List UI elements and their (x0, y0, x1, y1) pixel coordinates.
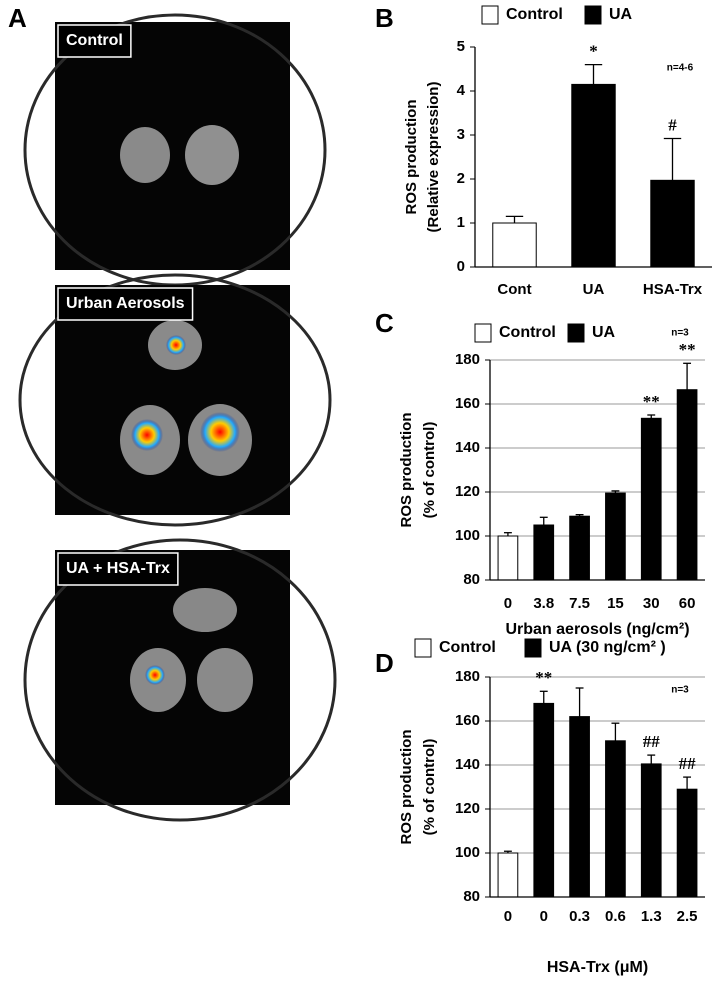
y-axis-label: ROS production (398, 413, 415, 528)
y-tick-label: 140 (455, 756, 480, 773)
significance: ** (643, 392, 660, 411)
bar (569, 716, 590, 898)
bar (640, 763, 662, 898)
legend-label: UA (30 ng/cm² ) (549, 639, 666, 656)
significance: # (668, 115, 677, 134)
significance: ** (535, 668, 552, 687)
bar (640, 417, 662, 581)
x-tick-label: 60 (679, 595, 696, 612)
sample-note: n=3 (671, 685, 689, 696)
y-tick-label: 80 (463, 888, 480, 905)
panel-letter: C (375, 308, 394, 338)
image-label-box (57, 552, 179, 586)
y-tick-label: 120 (455, 483, 480, 500)
image-label: Control (66, 32, 123, 49)
y-tick-label: 3 (457, 126, 465, 143)
significance: ## (643, 732, 661, 751)
bar (605, 740, 626, 898)
legend-swatch (567, 323, 585, 343)
image-control (23, 13, 327, 287)
x-axis-label: HSA-Trx (μM) (547, 959, 648, 976)
bar (571, 83, 616, 268)
y-tick-label: 160 (455, 712, 480, 729)
image-label: UA + HSA-Trx (66, 560, 170, 577)
legend-swatch (474, 323, 492, 343)
y-tick-label: 4 (457, 82, 466, 99)
bar (533, 702, 555, 898)
panel-letter: D (375, 648, 394, 678)
y-axis-label: (% of control) (421, 739, 438, 836)
bar (569, 515, 590, 581)
y-tick-label: 2 (457, 170, 465, 187)
y-tick-label: 5 (457, 38, 465, 55)
legend-label: Control (499, 324, 556, 341)
x-tick-label: 30 (643, 595, 660, 612)
y-tick-label: 160 (455, 395, 480, 412)
x-tick-label: 0.3 (569, 908, 590, 925)
x-tick-label: 2.5 (677, 908, 698, 925)
significance: ## (679, 754, 697, 773)
legend-label: Control (439, 639, 496, 656)
y-tick-label: 0 (457, 258, 465, 275)
x-tick-label: 1.3 (641, 908, 662, 925)
image-label-box (57, 24, 132, 58)
y-tick-label: 140 (455, 439, 480, 456)
image-ua-hsa-trx (23, 538, 337, 822)
legend-label: UA (609, 6, 633, 23)
x-tick-label: 3.8 (533, 595, 554, 612)
x-tick-label: 0 (504, 595, 512, 612)
x-tick-label: HSA-Trx (643, 281, 703, 298)
legend-swatch (584, 5, 602, 25)
image-label-box (57, 287, 194, 321)
sample-note: n=3 (671, 328, 689, 339)
x-tick-label: 7.5 (569, 595, 590, 612)
legend-swatch (481, 5, 499, 25)
sample-note: n=4-6 (667, 63, 694, 74)
x-tick-label: 15 (607, 595, 624, 612)
significance: * (589, 42, 598, 61)
y-tick-label: 100 (455, 527, 480, 544)
bar (676, 788, 698, 898)
bar (605, 492, 626, 581)
y-axis-label: ROS production (403, 100, 420, 215)
bar (533, 524, 555, 581)
x-tick-label: 0 (504, 908, 512, 925)
x-tick-label: Cont (497, 281, 531, 298)
bar (650, 179, 695, 268)
bar (497, 852, 519, 898)
y-tick-label: 100 (455, 844, 480, 861)
y-tick-label: 120 (455, 800, 480, 817)
y-axis-label: (Relative expression) (425, 82, 442, 233)
y-axis-label: (% of control) (421, 422, 438, 519)
bar (497, 535, 519, 581)
legend-label: UA (592, 324, 616, 341)
y-axis-label: ROS production (398, 730, 415, 845)
panel-letter: A (8, 3, 27, 33)
legend-label: Control (506, 6, 563, 23)
x-axis-label: Urban aerosols (ng/cm²) (505, 621, 689, 638)
bar (676, 389, 698, 581)
x-tick-label: UA (583, 281, 605, 298)
x-tick-label: 0 (540, 908, 548, 925)
image-urban-aerosols (18, 273, 332, 527)
bar (492, 222, 537, 268)
y-tick-label: 80 (463, 571, 480, 588)
image-label: Urban Aerosols (66, 295, 185, 312)
significance: ** (679, 340, 696, 359)
legend-swatch (524, 638, 542, 658)
x-tick-label: 0.6 (605, 908, 626, 925)
legend-swatch (414, 638, 432, 658)
y-tick-label: 180 (455, 351, 480, 368)
y-tick-label: 1 (457, 214, 465, 231)
panel-letter: B (375, 3, 394, 33)
y-tick-label: 180 (455, 668, 480, 685)
